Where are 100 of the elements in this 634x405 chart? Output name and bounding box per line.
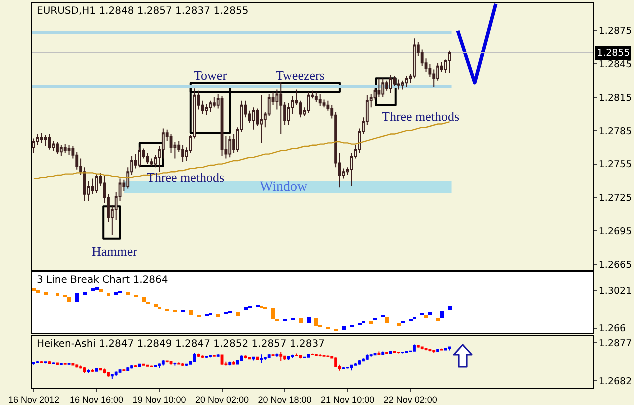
candlestick — [366, 354, 369, 360]
candlestick — [276, 353, 279, 358]
candlestick — [122, 368, 126, 372]
y-tick-label: 1.2785 — [598, 126, 632, 138]
candlestick — [295, 353, 298, 357]
bar — [424, 315, 428, 318]
candlestick — [318, 94, 322, 107]
candlestick — [362, 358, 365, 362]
candlestick — [182, 362, 184, 367]
candlestick — [444, 348, 448, 352]
x-tick-label: 16 Nov 2012 — [8, 394, 60, 405]
x-tick-label: 16 Nov 16:00 — [70, 394, 124, 405]
candlestick — [284, 355, 286, 360]
candlestick — [162, 360, 165, 366]
candlestick — [314, 354, 318, 356]
candlestick — [448, 50, 452, 74]
candlestick — [252, 356, 256, 362]
candlestick — [48, 361, 52, 365]
candlestick — [130, 364, 134, 370]
chart-title: Heiken-Ashi 1.2847 1.2849 1.2847 1.2852 1.2857 1.2837 — [37, 339, 325, 350]
candlestick — [205, 356, 208, 359]
candlestick — [56, 142, 59, 155]
bar — [436, 318, 440, 321]
candlestick — [126, 366, 130, 372]
candlestick — [48, 134, 52, 150]
bar — [114, 292, 118, 295]
candlestick — [370, 354, 373, 358]
band-label: Window — [260, 180, 309, 195]
candlestick — [64, 362, 67, 366]
y-tick-label: 1.2755 — [598, 160, 632, 171]
bar — [314, 318, 318, 326]
candlestick — [307, 354, 310, 358]
y-tick-label: 1.2725 — [598, 193, 632, 204]
candlestick — [397, 79, 400, 90]
bar — [126, 292, 130, 295]
candlestick — [158, 363, 161, 369]
candlestick — [307, 92, 310, 114]
x-tick-label: 20 Nov 02:00 — [195, 394, 250, 405]
annotation: Three methods — [382, 109, 460, 124]
candlestick — [36, 361, 40, 364]
bar — [342, 326, 346, 330]
candlestick — [326, 355, 330, 358]
candlestick — [138, 363, 142, 368]
bar — [189, 310, 193, 315]
candlestick — [252, 107, 256, 130]
bar — [271, 308, 275, 319]
candlestick — [138, 147, 142, 168]
candlestick — [150, 365, 154, 368]
candlestick — [390, 74, 392, 94]
candlestick — [142, 364, 146, 366]
bar — [236, 312, 240, 316]
candlestick — [114, 371, 118, 378]
bar — [32, 288, 36, 291]
bar — [83, 292, 87, 295]
candlestick — [346, 366, 350, 370]
candlestick — [272, 354, 275, 357]
bar — [67, 297, 71, 302]
y-tick-label: 1.2845 — [598, 60, 632, 71]
candlestick — [146, 152, 150, 165]
candlestick — [32, 138, 36, 154]
candlestick — [334, 357, 338, 368]
x-tick-label: 22 Nov 02:00 — [384, 394, 438, 405]
candlestick — [416, 344, 420, 348]
candlestick — [209, 355, 212, 358]
ref-line-label: 1.2855 — [597, 48, 630, 59]
candlestick — [256, 356, 260, 361]
candlestick — [182, 144, 184, 163]
annotation: Three methods — [147, 170, 225, 185]
candlestick — [311, 353, 314, 356]
candlestick — [288, 356, 290, 360]
bar — [385, 317, 389, 323]
candlestick — [87, 369, 90, 374]
candlestick — [32, 362, 36, 366]
candlestick — [166, 360, 169, 364]
candlestick — [201, 355, 204, 358]
candlestick — [205, 104, 208, 116]
y-tick-label: 1.2682 — [598, 376, 632, 388]
candlestick — [436, 348, 440, 353]
bar — [154, 304, 158, 307]
candlestick — [72, 363, 75, 366]
x-tick-label: 21 Nov 10:00 — [321, 394, 375, 405]
bar — [299, 318, 303, 323]
candlestick — [432, 350, 436, 354]
candlestick — [40, 360, 44, 364]
candlestick — [103, 368, 106, 374]
x-tick-label: 20 Nov 18:00 — [258, 394, 312, 405]
candlestick — [212, 97, 216, 108]
candlestick — [64, 144, 67, 154]
candlestick — [260, 94, 263, 144]
annotation: Tweezers — [276, 68, 325, 83]
candlestick — [174, 362, 177, 366]
candlestick — [193, 353, 196, 363]
candlestick — [382, 78, 385, 98]
y-tick-label: 1.266 — [598, 324, 626, 335]
candlestick — [68, 144, 71, 156]
candlestick — [244, 355, 248, 360]
bar — [95, 287, 99, 290]
annotation: Tower — [194, 68, 228, 83]
candlestick — [110, 373, 114, 380]
candlestick — [428, 348, 432, 352]
